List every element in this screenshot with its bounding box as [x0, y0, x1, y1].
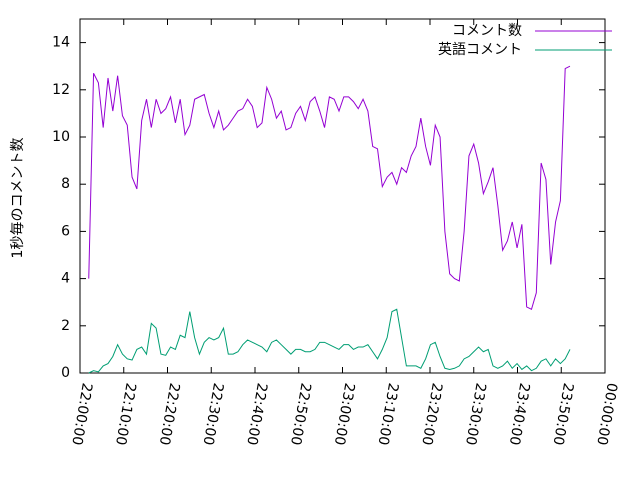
y-tick-label: 8 — [61, 176, 70, 192]
y-tick-label: 2 — [61, 318, 70, 334]
x-tick-label: 22:00:00 — [68, 382, 95, 447]
x-tick-label: 23:00:00 — [331, 382, 358, 447]
x-tick-label: 22:50:00 — [287, 382, 314, 447]
legend-label: コメント数 — [452, 23, 522, 39]
series-line — [88, 308, 571, 374]
y-tick-label: 12 — [52, 82, 70, 98]
y-tick-label: 6 — [61, 223, 70, 239]
y-tick-label: 4 — [61, 271, 70, 287]
x-tick-label: 23:10:00 — [374, 382, 401, 447]
x-tick-label: 22:30:00 — [199, 382, 226, 447]
x-tick-label: 22:10:00 — [112, 382, 139, 447]
series-line — [88, 65, 571, 310]
x-tick-label: 23:40:00 — [506, 382, 533, 447]
y-tick-label: 14 — [52, 35, 70, 51]
x-tick-label: 22:20:00 — [156, 382, 183, 447]
y-tick-label: 0 — [61, 365, 70, 381]
x-tick-label: 23:30:00 — [462, 382, 489, 447]
x-tick-label: 23:50:00 — [549, 382, 576, 447]
plot-frame — [79, 18, 606, 374]
y-tick-label: 10 — [52, 129, 70, 145]
y-axis-label: 1秒毎のコメント数 — [10, 138, 26, 259]
x-tick-label: 22:40:00 — [243, 382, 270, 447]
x-tick-label: 00:00:00 — [593, 382, 620, 447]
legend-label: 英語コメント — [438, 41, 522, 58]
x-tick-label: 23:20:00 — [418, 382, 445, 447]
